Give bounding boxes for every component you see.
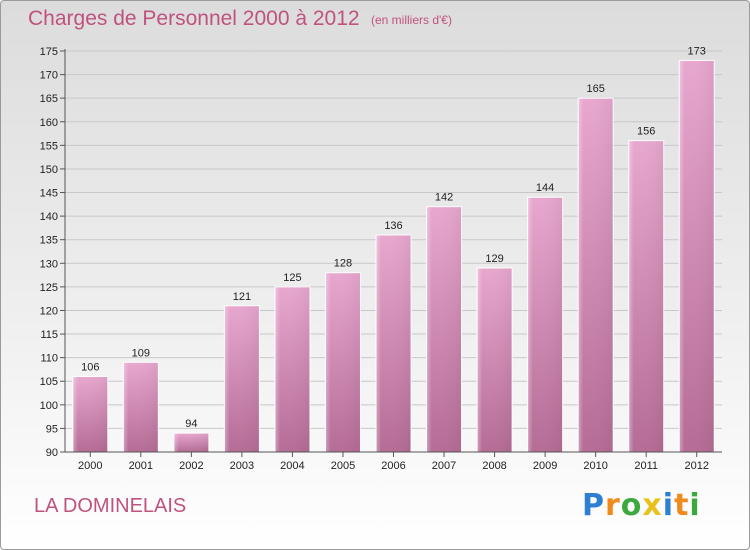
y-tick-label: 125 (40, 282, 58, 294)
y-tick-label: 115 (40, 329, 58, 341)
bar-value-label: 156 (637, 126, 655, 138)
y-tick-label: 135 (40, 235, 58, 247)
bar-shade (477, 268, 513, 452)
bar-value-label: 165 (586, 83, 604, 95)
bar-shade (224, 305, 260, 452)
bar-shade (578, 98, 614, 453)
x-tick-label: 2012 (684, 460, 708, 472)
x-tick-label: 2010 (583, 460, 607, 472)
y-tick-label: 170 (40, 70, 58, 82)
x-tick-label: 2007 (432, 460, 456, 472)
bar-value-label: 125 (283, 272, 301, 284)
logo-letter: P (582, 488, 605, 523)
x-tick-label: 2009 (533, 460, 557, 472)
bar-shade (376, 234, 411, 452)
y-tick-label: 95 (46, 423, 58, 435)
logo-letter: o (620, 488, 643, 523)
bar-value-label: 106 (81, 362, 99, 374)
y-tick-label: 175 (40, 46, 58, 58)
logo-letter: i (689, 488, 701, 523)
y-tick-label: 105 (40, 376, 58, 388)
x-tick-label: 2001 (129, 460, 153, 472)
bar-value-label: 144 (536, 182, 554, 194)
x-tick-label: 2002 (179, 460, 203, 472)
logo-letter: t (674, 488, 690, 523)
x-tick-label: 2008 (482, 460, 506, 472)
chart-subtitle: (en milliers d'€) (371, 13, 452, 27)
y-tick-label: 150 (40, 164, 58, 176)
x-tick-label: 2004 (280, 460, 304, 472)
bar-value-label: 128 (334, 258, 352, 270)
logo-letter: r (605, 488, 621, 523)
bar-shade (72, 376, 108, 452)
x-tick-label: 2005 (331, 460, 355, 472)
y-tick-label: 90 (46, 447, 58, 459)
proxiti-logo[interactable]: Proxiti (582, 488, 701, 523)
bar-shade (426, 206, 462, 452)
x-tick-label: 2011 (634, 460, 658, 472)
logo-letter: i (662, 488, 675, 523)
y-tick-label: 130 (40, 258, 58, 270)
y-tick-label: 100 (40, 400, 58, 412)
bar-shade (123, 362, 159, 452)
x-tick-label: 2000 (78, 460, 102, 472)
y-tick-label: 140 (40, 211, 58, 223)
bar-value-label: 129 (485, 253, 503, 265)
commune-name: LA DOMINELAIS (34, 495, 187, 517)
bar-value-label: 142 (435, 192, 453, 204)
bar-value-label: 109 (132, 347, 150, 359)
y-tick-label: 160 (40, 117, 58, 129)
y-tick-label: 155 (40, 140, 58, 152)
y-tick-label: 145 (40, 188, 58, 200)
bar-shade (527, 197, 563, 452)
bar-shade (173, 433, 209, 452)
y-tick-label: 165 (40, 93, 58, 105)
bar-shade (274, 286, 310, 452)
x-tick-label: 2003 (230, 460, 254, 472)
bar-value-label: 173 (688, 45, 706, 57)
bar-shade (325, 272, 361, 452)
y-tick-label: 110 (40, 353, 58, 365)
logo-letter: x (642, 488, 663, 523)
chart-title: Charges de Personnel 2000 à 2012 (28, 7, 360, 30)
bar-shade (679, 60, 715, 452)
bar-value-label: 94 (185, 418, 197, 430)
x-tick-label: 2006 (381, 460, 405, 472)
bar-value-label: 121 (233, 291, 251, 303)
bar-value-label: 136 (384, 220, 402, 232)
bar-shade (628, 140, 664, 452)
y-tick-label: 120 (40, 305, 58, 317)
